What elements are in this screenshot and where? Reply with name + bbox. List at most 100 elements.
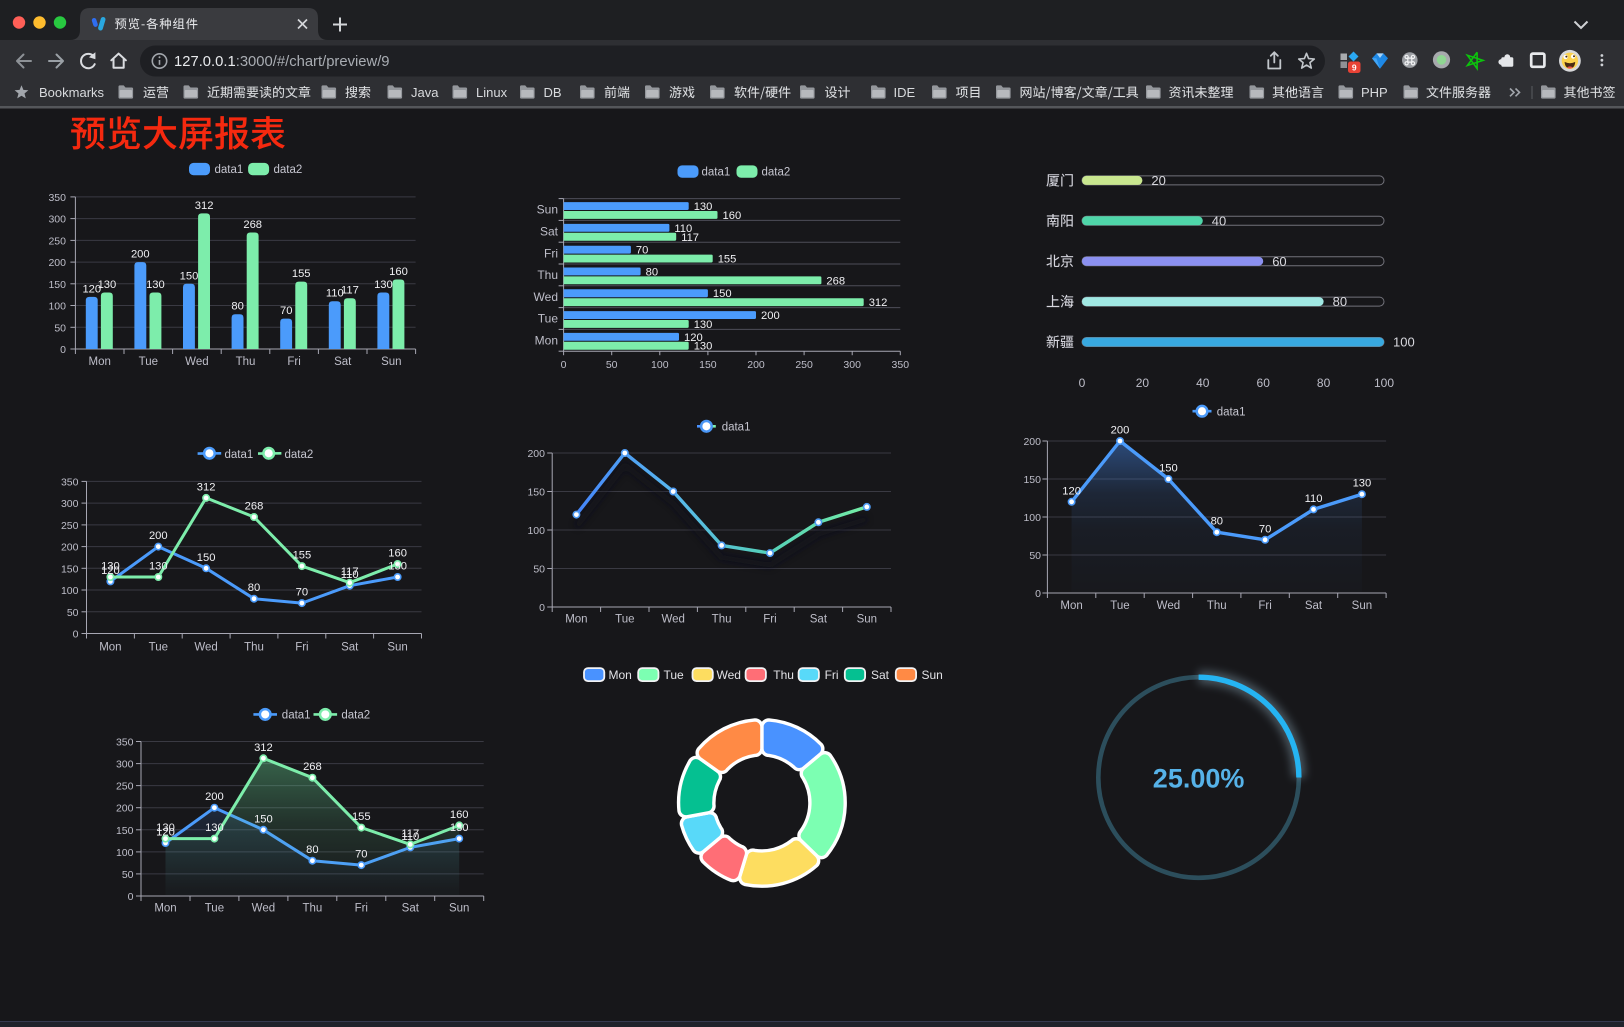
- svg-text:130: 130: [450, 822, 469, 834]
- svg-text:150: 150: [527, 487, 545, 499]
- svg-text:0: 0: [128, 891, 134, 903]
- svg-text:70: 70: [355, 849, 367, 861]
- svg-text:100: 100: [1023, 512, 1041, 524]
- svg-text:250: 250: [116, 781, 134, 793]
- svg-text:50: 50: [67, 607, 79, 619]
- svg-text:117: 117: [401, 828, 419, 840]
- svg-text:DB: DB: [544, 85, 562, 100]
- svg-text:150: 150: [1159, 463, 1178, 475]
- svg-text:Wed: Wed: [1157, 600, 1180, 612]
- svg-text:Thu: Thu: [712, 613, 732, 625]
- svg-text:Sun: Sun: [537, 203, 558, 217]
- svg-text:150: 150: [713, 288, 732, 300]
- svg-text:80: 80: [1333, 294, 1347, 309]
- svg-text:Tue: Tue: [538, 312, 559, 326]
- svg-text:200: 200: [149, 530, 168, 542]
- svg-text:350: 350: [61, 476, 79, 488]
- svg-text:160: 160: [388, 548, 407, 560]
- svg-text:80: 80: [1211, 516, 1223, 528]
- svg-text:data1: data1: [215, 164, 244, 176]
- svg-text:Mon: Mon: [99, 641, 121, 653]
- svg-text:50: 50: [533, 564, 545, 576]
- svg-text:350: 350: [892, 359, 910, 371]
- svg-text:120: 120: [1062, 485, 1081, 497]
- svg-text:268: 268: [826, 275, 845, 287]
- svg-text:200: 200: [1111, 425, 1130, 437]
- svg-text:200: 200: [116, 803, 134, 815]
- svg-text:Wed: Wed: [717, 668, 741, 682]
- svg-text:300: 300: [61, 498, 79, 510]
- svg-text:50: 50: [1029, 550, 1041, 562]
- svg-text:Sat: Sat: [1305, 600, 1323, 612]
- svg-text:100: 100: [651, 359, 669, 371]
- svg-text:Sat: Sat: [871, 668, 890, 682]
- svg-text:200: 200: [131, 249, 150, 261]
- svg-text:Wed: Wed: [252, 902, 275, 914]
- svg-text:100: 100: [1393, 335, 1415, 350]
- svg-text:117: 117: [341, 566, 359, 578]
- svg-text:70: 70: [280, 305, 292, 317]
- svg-text:200: 200: [761, 310, 780, 322]
- svg-text:50: 50: [606, 359, 618, 371]
- svg-text:155: 155: [292, 268, 311, 280]
- svg-text:200: 200: [747, 359, 765, 371]
- svg-text:60: 60: [1257, 376, 1271, 390]
- svg-text:Fri: Fri: [544, 246, 558, 260]
- svg-text:300: 300: [843, 359, 861, 371]
- svg-text:Thu: Thu: [773, 668, 794, 682]
- svg-text:IDE: IDE: [894, 85, 916, 100]
- svg-text:130: 130: [694, 319, 713, 331]
- svg-text:300: 300: [48, 214, 66, 226]
- svg-text:312: 312: [197, 481, 216, 493]
- svg-text:0: 0: [539, 602, 545, 614]
- svg-text:120: 120: [101, 565, 120, 577]
- svg-text:130: 130: [694, 201, 713, 213]
- svg-text:9: 9: [1352, 63, 1357, 73]
- svg-text:250: 250: [48, 235, 66, 247]
- svg-text:Mon: Mon: [154, 902, 176, 914]
- svg-text:Thu: Thu: [244, 641, 264, 653]
- svg-text:Fri: Fri: [287, 356, 300, 368]
- svg-text:300: 300: [116, 759, 134, 771]
- svg-text:117: 117: [341, 285, 359, 297]
- svg-text:130: 130: [98, 279, 117, 291]
- svg-text:data2: data2: [341, 710, 370, 722]
- svg-text:data2: data2: [762, 167, 791, 179]
- svg-text:130: 130: [205, 822, 224, 834]
- svg-text:100: 100: [1374, 376, 1394, 390]
- svg-text:350: 350: [116, 737, 134, 749]
- svg-text:250: 250: [61, 520, 79, 532]
- svg-text:Mon: Mon: [609, 668, 632, 682]
- svg-text:Fri: Fri: [355, 902, 368, 914]
- svg-text:Sun: Sun: [857, 613, 877, 625]
- svg-text:Fri: Fri: [1258, 600, 1271, 612]
- svg-text:100: 100: [48, 301, 66, 313]
- svg-text:Mon: Mon: [535, 334, 558, 348]
- svg-text:70: 70: [296, 587, 308, 599]
- svg-text:200: 200: [205, 791, 224, 803]
- svg-text:data1: data1: [1217, 407, 1246, 419]
- svg-text:PHP: PHP: [1361, 85, 1388, 100]
- svg-text:Wed: Wed: [534, 290, 558, 304]
- svg-text:120: 120: [156, 827, 175, 839]
- svg-text:155: 155: [293, 550, 312, 562]
- svg-text:Thu: Thu: [236, 356, 256, 368]
- svg-text:130: 130: [388, 561, 407, 573]
- svg-text:Sun: Sun: [922, 668, 943, 682]
- svg-text:Tue: Tue: [664, 668, 685, 682]
- svg-text:Sat: Sat: [810, 613, 828, 625]
- svg-text:70: 70: [636, 245, 648, 257]
- svg-text:350: 350: [48, 192, 66, 204]
- svg-text:150: 150: [48, 279, 66, 291]
- svg-text:Mon: Mon: [565, 613, 587, 625]
- svg-text:Sun: Sun: [449, 902, 469, 914]
- svg-text:130: 130: [374, 279, 393, 291]
- svg-text:130: 130: [101, 561, 120, 573]
- svg-text:120: 120: [82, 283, 101, 295]
- svg-text:Sat: Sat: [341, 641, 359, 653]
- svg-text:25.00%: 25.00%: [1153, 763, 1245, 793]
- svg-text:Tue: Tue: [139, 356, 158, 368]
- svg-text:0: 0: [60, 344, 66, 356]
- svg-text:150: 150: [61, 563, 79, 575]
- svg-text:120: 120: [684, 332, 703, 344]
